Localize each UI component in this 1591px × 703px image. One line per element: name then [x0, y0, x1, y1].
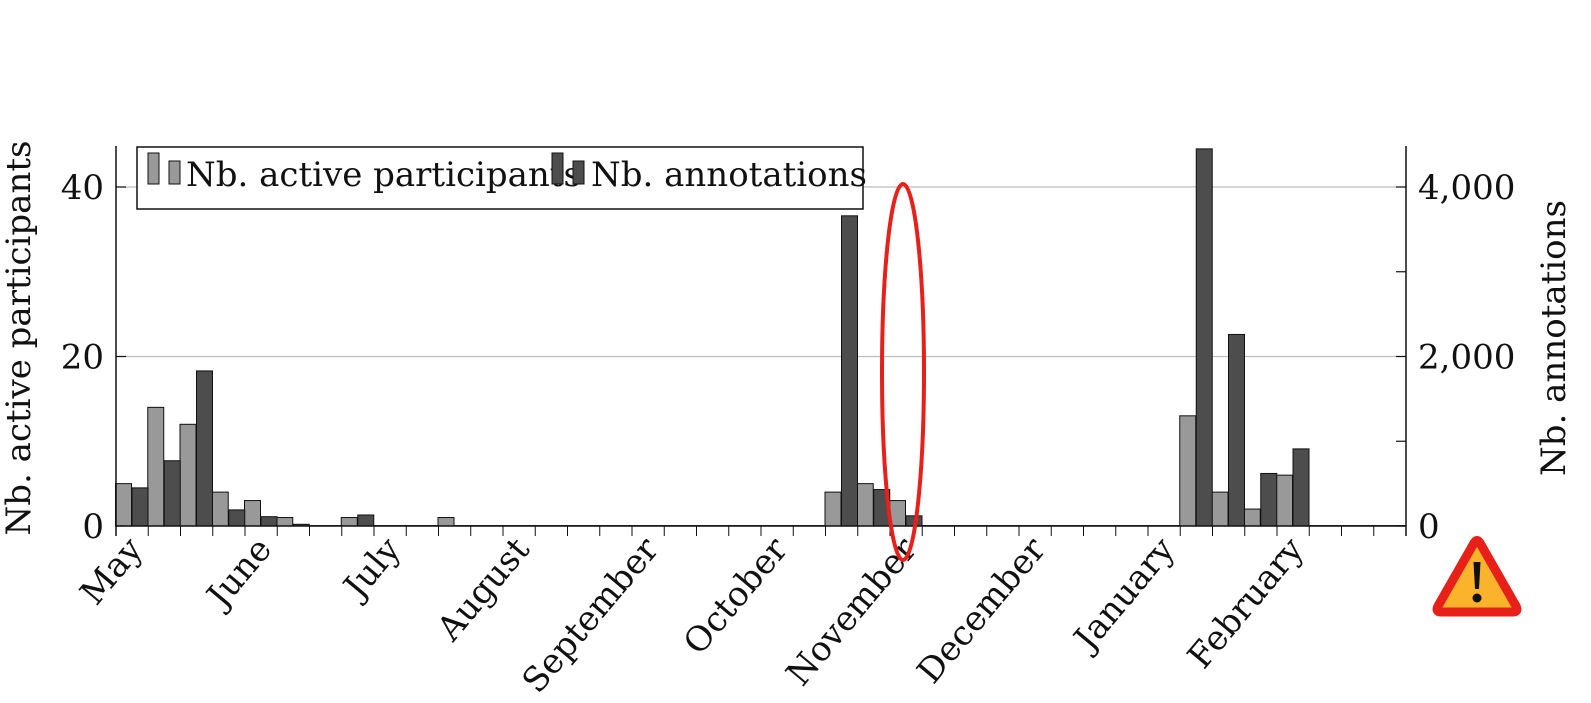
x-tick-label-october: October [676, 530, 797, 663]
legend-swatch-annotations [551, 152, 564, 185]
bar-participants-Jan-3 [1211, 491, 1229, 527]
bar-annotations-Oct-3 [841, 215, 858, 527]
bar-participants-Jan-2 [1179, 415, 1197, 527]
x-tick-label-june: June [197, 530, 279, 617]
bar-annotations-Jan-4 [1260, 472, 1278, 527]
bar-participants-Jun-1 [244, 500, 261, 527]
bar-participants-May-3 [179, 423, 197, 527]
x-tick-label-january: January [1065, 529, 1184, 660]
legend-box [136, 146, 864, 210]
ticks [115, 186, 1407, 536]
y2-tick-label: 2,000 [1418, 338, 1515, 378]
highlight-ellipse [880, 182, 926, 562]
bar-annotations-Jun-1 [260, 516, 278, 527]
bar-annotations-May-4 [228, 509, 246, 527]
legend-swatch-annotations-2 [572, 160, 585, 185]
y2-tick-label: 0 [1418, 507, 1440, 547]
warning-triangle-icon [1432, 536, 1522, 617]
x-tick-label-september: September [515, 530, 668, 701]
bar-participants-May-1 [115, 483, 132, 527]
y-tick-label: 40 [61, 168, 104, 208]
legend-swatch-participants [147, 152, 160, 185]
bar-participants-Feb-1 [1276, 474, 1293, 527]
bar-annotations-Feb-1 [1292, 448, 1310, 527]
y-tick-label: 0 [82, 507, 104, 547]
bar-annotations-Jan-2 [1195, 148, 1213, 527]
x-tick-label-november: November [779, 530, 926, 694]
legend: Nb. active participants Nb. annotations [136, 146, 867, 210]
x-tick-label-august: August [429, 530, 538, 650]
bar-annotations-Jan-3 [1228, 333, 1245, 527]
y2-tick-label: 4,000 [1418, 168, 1515, 208]
bar-participants-May-4 [211, 491, 229, 527]
bar-participants-Oct-4 [856, 483, 874, 527]
y-tick-label: 20 [61, 338, 104, 378]
y-axis-title: Nb. active participants [0, 141, 39, 536]
bar-annotations-May-3 [196, 370, 213, 527]
bar-participants-Oct-3 [824, 491, 842, 527]
bar-participants-Jan-4 [1243, 508, 1261, 527]
x-tick-label-february: February [1180, 529, 1312, 676]
legend-label-annotations: Nb. annotations [591, 155, 867, 195]
bar-participants-Jun-4 [340, 517, 358, 527]
legend-swatch-participants-2 [168, 160, 181, 185]
x-tick-label-july: July [334, 529, 409, 608]
x-tick-label-december: December [910, 530, 1055, 692]
bar-participants-Jul-3 [437, 517, 455, 527]
bar-participants-May-2 [147, 406, 165, 527]
bar-annotations-May-1 [131, 487, 149, 527]
bar-annotations-May-2 [163, 460, 181, 527]
bar-participants-Jun-2 [276, 517, 294, 527]
y2-axis-title: Nb. annotations [1534, 200, 1574, 476]
legend-label-participants: Nb. active participants [186, 155, 581, 195]
bar-annotations-Jun-4 [357, 514, 375, 527]
